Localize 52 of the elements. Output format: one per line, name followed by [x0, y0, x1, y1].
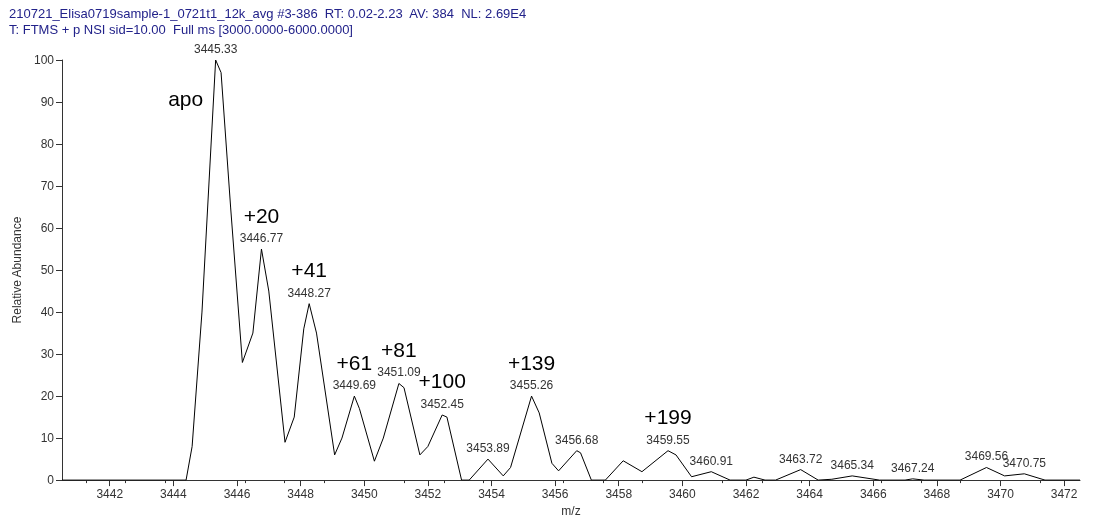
annotation: 3467.24	[890, 460, 935, 475]
annotation: +81	[381, 337, 417, 361]
annotation: 3448.27	[287, 285, 332, 300]
x-tick-label: 3462	[732, 487, 760, 502]
x-tick-label: 3458	[605, 487, 633, 502]
y-tick-label: 0	[47, 473, 55, 488]
y-tick-label: 100	[33, 53, 55, 67]
x-tick-label: 3460	[668, 487, 697, 502]
annotation: 3449.69	[332, 378, 377, 393]
y-tick-label: 20	[40, 389, 55, 404]
annotation: +41	[291, 258, 327, 282]
annotation: 3460.91	[689, 453, 734, 468]
x-tick-label: 3446	[223, 487, 251, 502]
y-tick-label: 30	[40, 347, 55, 362]
annotation: 3465.34	[830, 457, 875, 472]
annotation: 3445.33	[193, 42, 238, 56]
x-tick-label: 3454	[478, 487, 506, 502]
annotation: +61	[336, 350, 373, 374]
y-tick-label: 50	[40, 263, 55, 278]
y-axis-title: Relative Abundance	[10, 216, 25, 324]
annotation: 3455.26	[509, 378, 554, 393]
annotation: 3446.77	[239, 231, 284, 246]
x-tick-label: 3472	[1050, 487, 1078, 502]
x-tick-label: 3452	[414, 487, 442, 502]
y-tick-label: 60	[40, 221, 55, 236]
annotation: +199	[644, 405, 692, 429]
x-tick-label: 3466	[859, 487, 887, 502]
chart-subtitle: T: FTMS + p NSI sid=10.00 Full ms [3000.0000-6000.0000]	[9, 22, 353, 37]
x-tick-label: 3444	[159, 487, 188, 502]
x-tick-label: 3468	[923, 487, 951, 502]
x-tick-label: 3464	[796, 487, 824, 502]
x-tick-label: 3442	[96, 487, 124, 502]
annotation: 3451.09	[377, 365, 421, 380]
x-tick-label: 3456	[541, 487, 569, 502]
chart-title: 210721_Elisa0719sample-1_0721t1_12k_avg #3-386 RT: 0.02-2.23 AV: 384 NL: 2.69E4	[9, 6, 527, 21]
y-tick-label: 10	[40, 431, 55, 446]
annotation: 3452.45	[420, 396, 465, 411]
annotation: 3456.68	[555, 432, 599, 447]
annotation: +139	[507, 350, 556, 374]
annotation: 3463.72	[778, 451, 823, 466]
y-tick-label: 70	[40, 179, 55, 194]
x-axis-title: m/z	[561, 504, 581, 518]
annotation: 3453.89	[466, 441, 510, 456]
annotation: apo	[168, 86, 204, 110]
annotation: 3459.55	[646, 432, 691, 447]
y-tick-label: 80	[40, 137, 55, 152]
x-tick-label: 3470	[987, 487, 1015, 502]
y-tick-label: 40	[40, 305, 55, 320]
annotation: +20	[243, 203, 280, 227]
x-tick-label: 3450	[350, 487, 378, 502]
y-tick-label: 90	[40, 95, 55, 110]
x-tick-label: 3448	[287, 487, 315, 502]
